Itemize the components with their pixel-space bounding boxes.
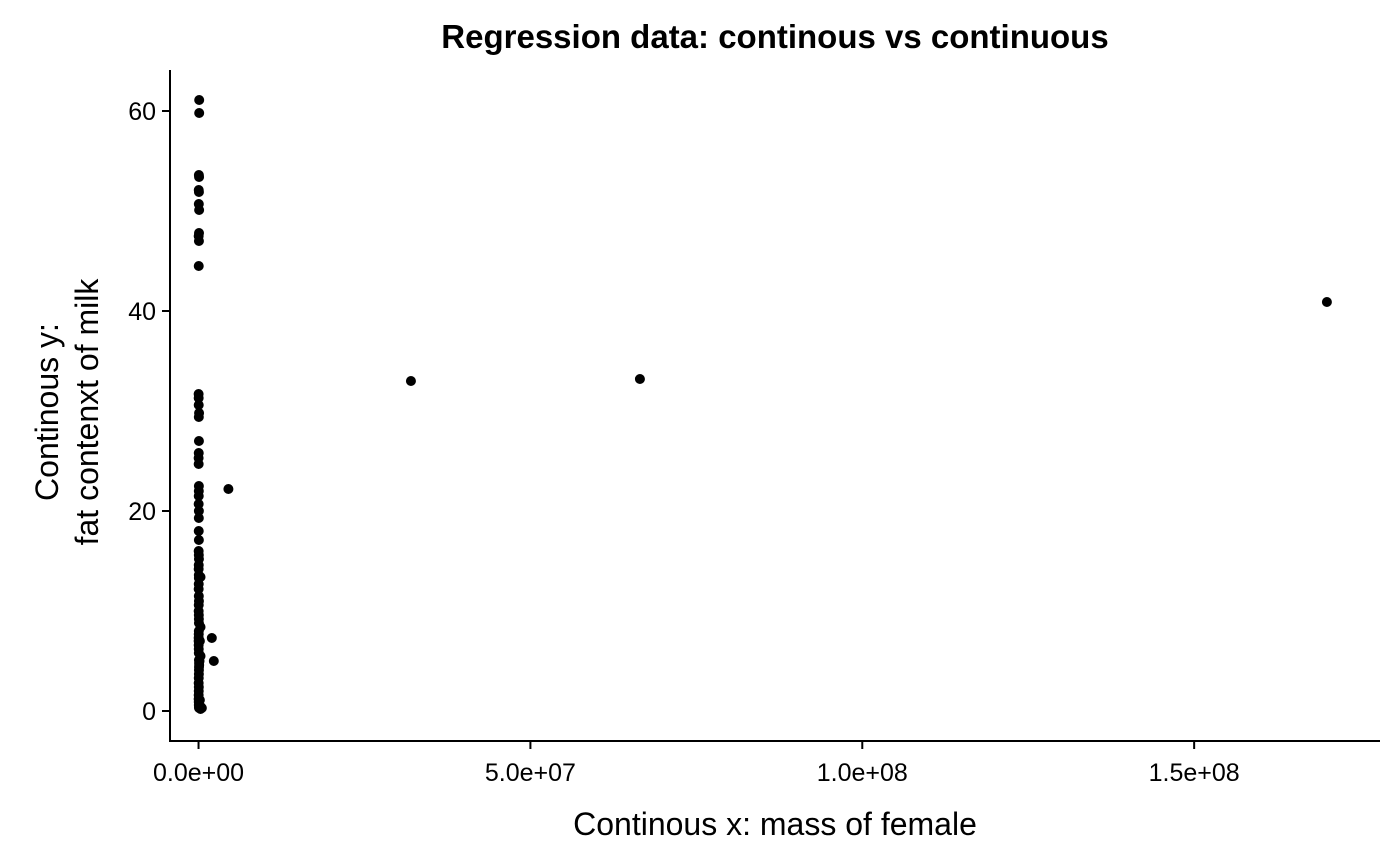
chart-title: Regression data: continous vs continuous (441, 18, 1108, 55)
data-point (194, 108, 205, 118)
data-point (206, 633, 217, 643)
x-tick-label: 1.0e+08 (817, 759, 908, 787)
data-point (194, 695, 205, 705)
x-tick-label: 1.5e+08 (1149, 759, 1240, 787)
data-point (193, 513, 204, 523)
x-tick-label: 5.0e+07 (485, 759, 576, 787)
x-tick-label: 0.0e+00 (153, 759, 244, 787)
data-point (1321, 297, 1332, 307)
data-point (223, 484, 234, 494)
data-point (193, 261, 204, 271)
data-point (193, 393, 204, 403)
data-point (194, 95, 205, 105)
data-point (194, 205, 205, 215)
data-point (208, 656, 219, 666)
y-tick-label: 40 (128, 298, 156, 326)
data-point (194, 656, 205, 666)
data-point (194, 172, 205, 182)
data-point (193, 526, 204, 536)
y-axis-title-line-1: Continous y: (29, 323, 65, 501)
y-tick-label: 20 (128, 498, 156, 526)
x-axis-title: Continous x: mass of female (573, 806, 977, 842)
data-point (193, 506, 204, 516)
data-point (193, 187, 204, 197)
data-point (195, 572, 206, 582)
data-points (193, 95, 1332, 714)
data-point (193, 584, 204, 594)
y-axis-title: Continous y: fat contenxt of milk (29, 278, 105, 546)
y-axis-title-line-2: fat contenxt of milk (69, 278, 105, 546)
data-point (193, 459, 204, 469)
data-point (194, 636, 205, 646)
data-point (193, 400, 204, 410)
data-point (193, 499, 204, 509)
y-axis-ticks: 0 20 40 60 (128, 98, 170, 726)
data-point (193, 236, 204, 246)
data-point (193, 491, 204, 501)
axis-lines (169, 70, 1380, 742)
data-point (634, 374, 645, 384)
x-axis-ticks: 0.0e+00 5.0e+07 1.0e+08 1.5e+08 (153, 741, 1240, 787)
data-point (193, 535, 204, 545)
data-point (193, 412, 204, 422)
y-tick-label: 60 (128, 98, 156, 126)
data-point (193, 436, 204, 446)
data-point (405, 376, 416, 386)
y-tick-label: 0 (142, 698, 156, 726)
